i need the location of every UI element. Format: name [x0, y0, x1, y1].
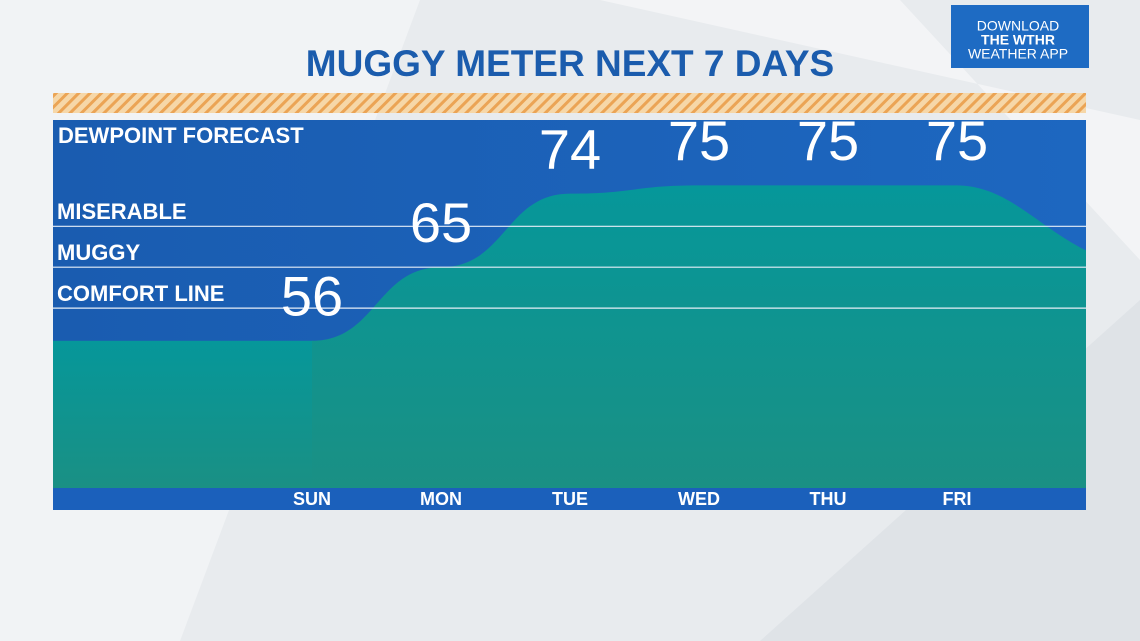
day-labels: SUN MON TUE WED THU FRI: [293, 489, 972, 509]
value-label: 56: [281, 265, 343, 328]
x-tick-label: FRI: [943, 489, 972, 509]
badge-text: THE WTHR: [981, 32, 1055, 48]
x-tick-label: WED: [678, 489, 720, 509]
value-label: 75: [926, 109, 988, 172]
x-tick-label: MON: [420, 489, 462, 509]
threshold-label: MISERABLE: [57, 199, 187, 224]
threshold-label: COMFORT LINE: [57, 281, 224, 306]
x-tick-label: TUE: [552, 489, 588, 509]
x-tick-label: SUN: [293, 489, 331, 509]
value-label: 75: [797, 109, 859, 172]
area-edge: [956, 185, 1086, 488]
chart-subtitle: DEWPOINT FORECAST: [58, 123, 304, 148]
x-tick-label: THU: [810, 489, 847, 509]
day-strip: [53, 488, 1086, 510]
area: [312, 185, 957, 488]
app-badge: [951, 5, 1089, 68]
stripe-band: [53, 93, 1086, 113]
plot: MISERABLE MUGGY COMFORT LINE 56 65 74 75 75 75: [53, 109, 1086, 488]
value-label: 74: [539, 117, 601, 180]
chart-title: MUGGY METER NEXT 7 DAYS: [306, 43, 834, 84]
badge-text: DOWNLOAD: [977, 18, 1059, 34]
value-label: 75: [668, 109, 730, 172]
area-edge: [53, 340, 313, 488]
badge-text: WEATHER APP: [968, 46, 1068, 62]
value-label: 65: [410, 191, 472, 254]
threshold-label: MUGGY: [57, 240, 140, 265]
